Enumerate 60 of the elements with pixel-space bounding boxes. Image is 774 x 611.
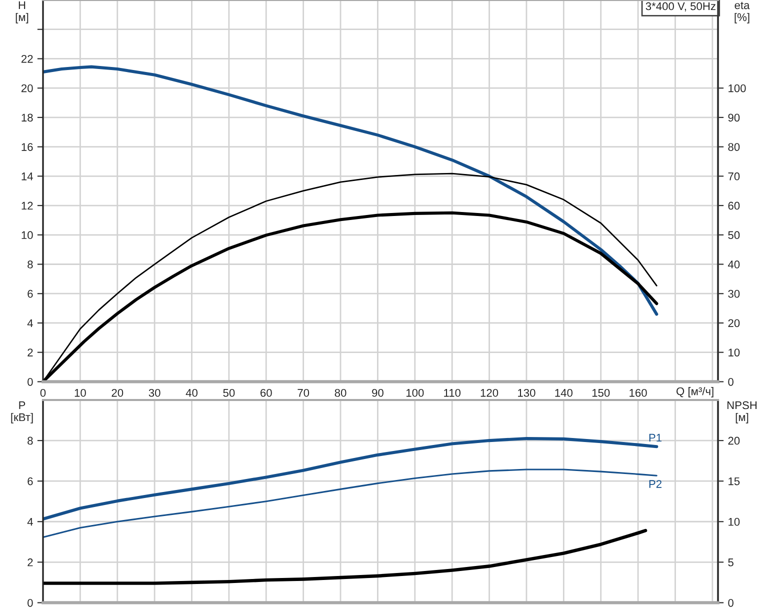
y2-tick-label: 50 <box>728 231 740 240</box>
y2-tick-label: 40 <box>728 260 740 268</box>
y-tick-label: 20 <box>21 84 33 92</box>
x-tick-label: 50 <box>223 388 235 397</box>
y2-tick-label: 90 <box>728 114 740 122</box>
x-tick-label: 140 <box>555 388 572 397</box>
x-tick-label: 80 <box>334 388 346 397</box>
x-axis-title: Q [м³/ч] <box>676 387 714 398</box>
x-tick-label: 70 <box>298 388 310 397</box>
y-axis-title: P [кВт] <box>11 401 33 424</box>
y-tick-label: 4 <box>27 518 33 526</box>
annotation: 3*400 V, 50Hz <box>646 2 716 12</box>
x-tick-label: 120 <box>480 388 498 397</box>
y-tick-label: 6 <box>28 477 33 486</box>
y-tick-label: 8 <box>28 260 33 268</box>
y2-tick-label: 0 <box>728 598 734 607</box>
x-tick-label: 90 <box>372 388 384 397</box>
y-tick-label: 0 <box>28 378 33 386</box>
y2-tick-label: 70 <box>728 172 740 180</box>
series-label: P1 <box>649 434 662 442</box>
y-tick-label: 22 <box>21 54 33 63</box>
x-tick-label: 110 <box>444 388 461 397</box>
x-tick-label: 150 <box>592 388 610 397</box>
y-tick-label: 2 <box>28 558 33 566</box>
y2-axis-title: eta [%] <box>734 2 750 24</box>
y-axis-title: H [м] <box>16 1 28 24</box>
line-series <box>43 65 658 316</box>
y2-tick-label: 80 <box>728 143 740 151</box>
y-tick-label: 0 <box>28 598 33 607</box>
x-tick-label: 100 <box>406 388 424 397</box>
y2-tick-label: 60 <box>728 202 740 210</box>
series-label: P2 <box>649 480 662 488</box>
y2-tick-label: 20 <box>728 319 740 328</box>
y2-tick-label: 15 <box>728 477 740 486</box>
y-tick-label: 16 <box>22 143 33 151</box>
y2-tick-label: 10 <box>728 518 740 526</box>
y-tick-label: 2 <box>28 348 33 356</box>
x-tick-label: 20 <box>112 388 124 397</box>
y-tick-label: 4 <box>27 319 33 328</box>
y2-tick-label: 5 <box>728 558 734 566</box>
x-tick-label: 30 <box>148 388 160 397</box>
y2-tick-label: 10 <box>728 348 740 356</box>
y-tick-label: 12 <box>22 202 33 210</box>
y-tick-label: 14 <box>22 172 33 180</box>
y-tick-label: 6 <box>28 290 33 298</box>
y-tick-label: 8 <box>28 436 33 445</box>
y2-tick-label: 30 <box>728 290 740 298</box>
x-tick-label: 0 <box>40 388 46 397</box>
y2-tick-label: 100 <box>728 84 746 92</box>
y2-tick-label: 20 <box>728 436 740 445</box>
y-tick-label: 18 <box>22 114 33 122</box>
x-tick-label: 40 <box>186 388 198 397</box>
y2-axis-title: NPSH [м] <box>727 401 757 424</box>
x-tick-label: 10 <box>74 388 86 397</box>
y2-tick-label: 0 <box>728 378 734 386</box>
x-tick-label: 60 <box>260 388 272 397</box>
y-tick-label: 10 <box>22 231 33 240</box>
line-series <box>43 528 648 585</box>
x-tick-label: 160 <box>630 388 647 397</box>
x-tick-label: 130 <box>518 388 536 397</box>
